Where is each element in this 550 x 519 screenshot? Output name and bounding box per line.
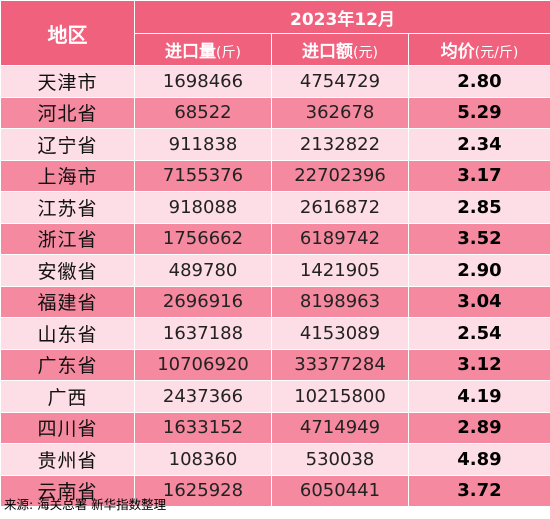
table-row: 浙江省 1756662 6189742 3.52 [0,222,550,255]
amount-cell: 4714949 [271,411,409,444]
region-cell: 广西 [0,380,135,413]
price-cell: 2.90 [408,254,550,287]
table-row: 河北省 68522 362678 5.29 [0,96,550,129]
quantity-cell: 2437366 [134,380,272,413]
quantity-cell: 1633152 [134,411,272,444]
price-cell: 4.19 [408,380,550,413]
region-cell: 河北省 [0,96,135,129]
table-row: 福建省 2696916 8198963 3.04 [0,285,550,318]
amount-cell: 6189742 [271,222,409,255]
amount-header-unit: (元) [353,45,378,61]
region-cell: 上海市 [0,159,135,192]
quantity-cell: 68522 [134,96,272,129]
amount-cell: 33377284 [271,348,409,381]
price-cell: 3.04 [408,285,550,318]
table-row: 贵州省 108360 530038 4.89 [0,443,550,476]
amount-column-header: 进口额(元) [271,33,409,66]
price-cell: 3.72 [408,474,550,507]
price-header-label: 均价 [440,42,475,62]
price-cell: 3.17 [408,159,550,192]
region-column-header: 地区 [0,0,135,66]
region-cell: 辽宁省 [0,128,135,161]
price-cell: 2.80 [408,65,550,98]
amount-cell: 4153089 [271,317,409,350]
table-row: 广东省 10706920 33377284 3.12 [0,348,550,381]
region-cell: 贵州省 [0,443,135,476]
quantity-header-label: 进口量 [165,42,217,62]
quantity-cell: 489780 [134,254,272,287]
table-row: 山东省 1637188 4153089 2.54 [0,317,550,350]
amount-cell: 10215800 [271,380,409,413]
table-body: 天津市 1698466 4754729 2.80 河北省 68522 36267… [0,65,550,507]
quantity-header-unit: (斤) [216,45,241,61]
table-row: 广西 2437366 10215800 4.19 [0,380,550,413]
period-header: 2023年12月 [134,0,550,34]
source-note: 来源: 海关总署 新华指数整理 [4,497,167,512]
region-cell: 云南省 [0,474,135,507]
region-cell: 安徽省 [0,254,135,287]
table-row: 辽宁省 911838 2132822 2.34 [0,128,550,161]
table-row: 江苏省 918088 2616872 2.85 [0,191,550,224]
price-cell: 3.12 [408,348,550,381]
region-cell: 江苏省 [0,191,135,224]
quantity-cell: 911838 [134,128,272,161]
quantity-cell: 1698466 [134,65,272,98]
price-cell: 2.85 [408,191,550,224]
region-cell: 广东省 [0,348,135,381]
amount-cell: 6050441 [271,474,409,507]
table-row: 天津市 1698466 4754729 2.80 [0,65,550,98]
import-table: 地区 2023年12月 进口量(斤) 进口额(元) 均价(元/斤) 天津市 16… [0,0,550,507]
amount-cell: 362678 [271,96,409,129]
amount-cell: 2616872 [271,191,409,224]
price-header-unit: (元/斤) [474,45,519,61]
price-cell: 2.54 [408,317,550,350]
region-cell: 浙江省 [0,222,135,255]
amount-cell: 530038 [271,443,409,476]
price-cell: 4.89 [408,443,550,476]
quantity-cell: 918088 [134,191,272,224]
table-row: 四川省 1633152 4714949 2.89 [0,411,550,444]
table-row: 上海市 7155376 22702396 3.17 [0,159,550,192]
amount-cell: 22702396 [271,159,409,192]
table-row: 云南省 1625928 6050441 3.72 [0,474,550,507]
region-cell: 福建省 [0,285,135,318]
amount-cell: 2132822 [271,128,409,161]
quantity-column-header: 进口量(斤) [134,33,272,66]
quantity-cell: 1756662 [134,222,272,255]
region-cell: 四川省 [0,411,135,444]
quantity-cell: 108360 [134,443,272,476]
amount-cell: 4754729 [271,65,409,98]
amount-cell: 1421905 [271,254,409,287]
quantity-cell: 1637188 [134,317,272,350]
region-cell: 天津市 [0,65,135,98]
quantity-cell: 2696916 [134,285,272,318]
price-column-header: 均价(元/斤) [408,33,550,66]
price-cell: 5.29 [408,96,550,129]
price-cell: 2.34 [408,128,550,161]
quantity-cell: 10706920 [134,348,272,381]
amount-header-label: 进口额 [302,42,354,62]
quantity-cell: 7155376 [134,159,272,192]
price-cell: 2.89 [408,411,550,444]
price-cell: 3.52 [408,222,550,255]
table-row: 安徽省 489780 1421905 2.90 [0,254,550,287]
amount-cell: 8198963 [271,285,409,318]
region-cell: 山东省 [0,317,135,350]
